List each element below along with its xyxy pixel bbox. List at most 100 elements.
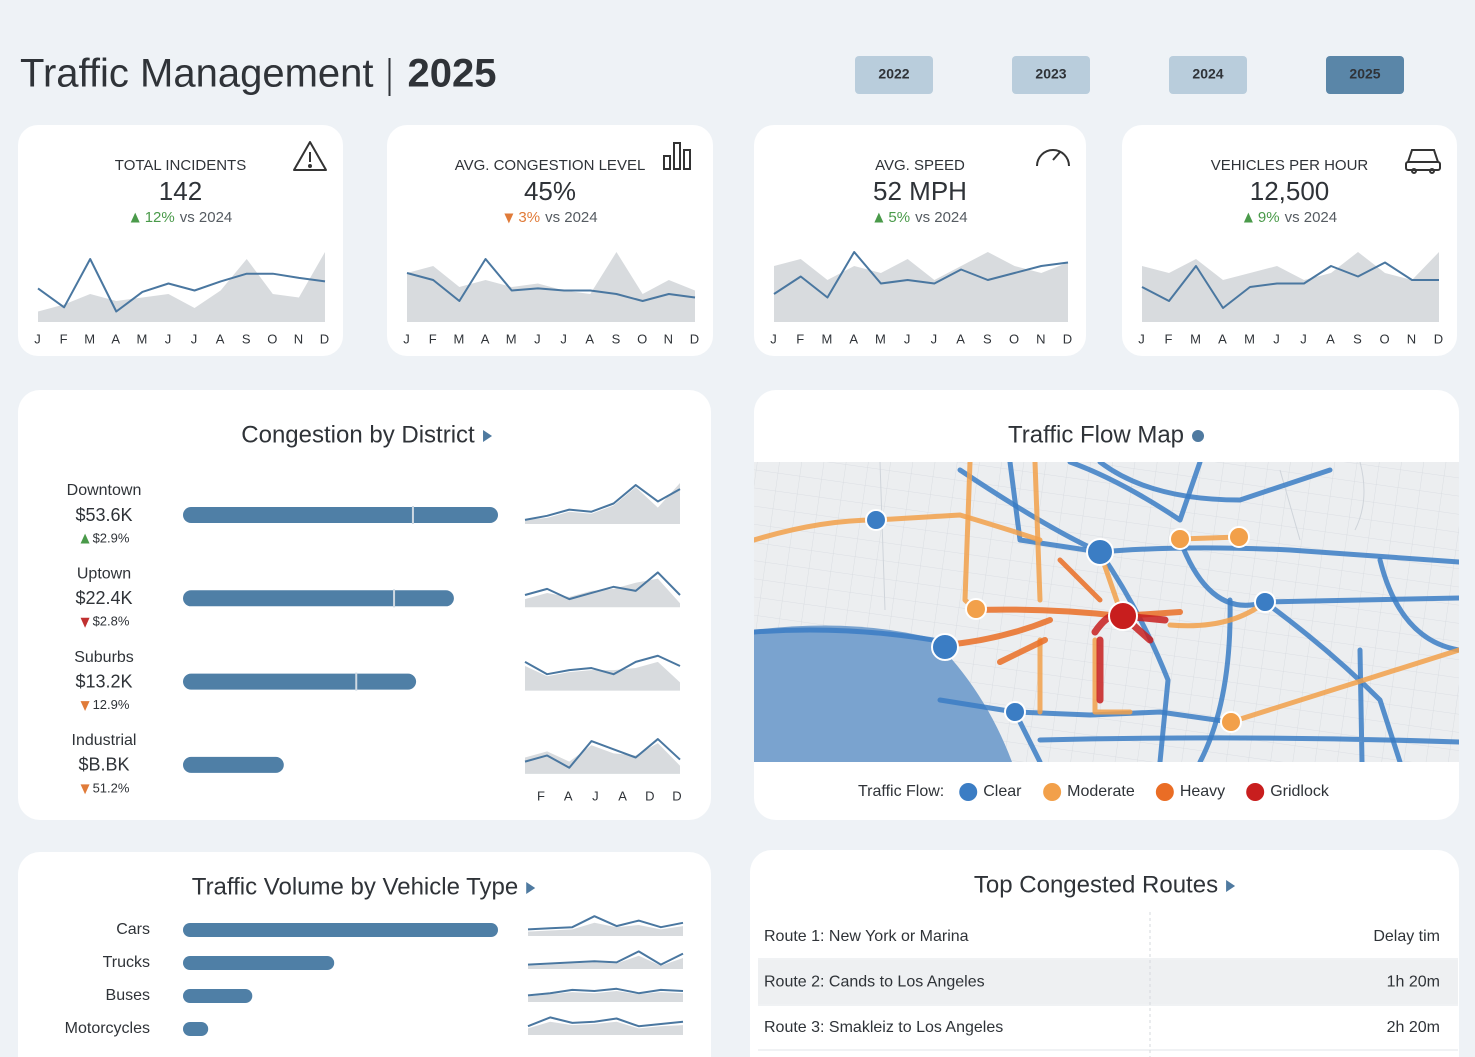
change-comparison: vs 2024 — [915, 209, 968, 226]
district-bar — [183, 590, 454, 607]
year-button[interactable]: 2024 — [1169, 56, 1247, 94]
page-title: Traffic Management — [20, 52, 374, 96]
sparkline-area — [525, 743, 680, 774]
spark-axis-label: D — [672, 788, 681, 803]
legend-label: Traffic Flow: — [858, 783, 944, 800]
change-arrow — [80, 533, 90, 544]
month-label: M — [822, 331, 834, 346]
page-year: 2025 — [408, 52, 497, 96]
panel-title: Congestion by District — [241, 421, 475, 448]
map-marker — [931, 633, 959, 661]
title-marker — [1226, 880, 1236, 892]
month-label: D — [1063, 331, 1073, 346]
vehicle-card — [18, 852, 711, 1057]
sparkline-line — [524, 654, 681, 676]
district-name: Uptown — [77, 566, 131, 583]
month-label: J — [1300, 331, 1308, 346]
change-value: 9% — [1258, 209, 1280, 226]
month-label: J — [1273, 331, 1281, 346]
district-value: $22.4K — [75, 588, 132, 608]
month-label: F — [1165, 331, 1174, 346]
month-label: O — [267, 331, 278, 346]
sparkline-area — [1142, 252, 1439, 322]
month-label: S — [242, 331, 252, 346]
panel-title: Traffic Flow Map — [1008, 421, 1184, 448]
month-label: M — [506, 331, 518, 346]
road — [1377, 557, 1459, 653]
change-value: 12% — [145, 209, 175, 226]
month-label: J — [403, 331, 411, 346]
legend-item: Gridlock — [1270, 783, 1330, 800]
sparkline-area — [407, 252, 695, 322]
route-delay: Delay tim — [1373, 928, 1440, 945]
month-label: J — [534, 331, 542, 346]
spark-axis-label: A — [564, 788, 573, 803]
change-comparison: vs 2024 — [1285, 209, 1338, 226]
district-change: 51.2% — [93, 780, 130, 795]
kpi-value: 12,500 — [1250, 176, 1330, 206]
district-value: $13.2K — [75, 671, 132, 691]
sparkline-line — [524, 484, 681, 521]
title-marker — [526, 882, 536, 894]
spark-axis-label: F — [537, 788, 545, 803]
spark-axis-label: A — [618, 788, 627, 803]
road — [1097, 462, 1333, 503]
year-button-bg — [1012, 56, 1090, 94]
change-arrow — [130, 212, 140, 223]
sparkline-area — [528, 991, 683, 1002]
change-arrow — [80, 617, 90, 628]
month-label: O — [637, 331, 648, 346]
road — [754, 627, 948, 645]
change-arrow — [1243, 212, 1253, 223]
vehicle-name: Cars — [116, 921, 150, 938]
year-button[interactable]: 2022 — [855, 56, 933, 94]
map-river — [879, 462, 1365, 611]
year-button-label: 2024 — [1192, 66, 1223, 82]
change-comparison: vs 2024 — [545, 209, 598, 226]
month-label: N — [664, 331, 674, 346]
sparkline-line — [406, 258, 696, 302]
district-change: 12.9% — [93, 697, 130, 712]
vehicle-bar — [183, 1022, 209, 1036]
year-button[interactable]: 2023 — [1012, 56, 1090, 94]
month-label: A — [585, 331, 595, 346]
month-label: F — [60, 331, 69, 346]
sparkline-area — [528, 1021, 683, 1035]
month-label: N — [1407, 331, 1417, 346]
district-value: $53.6K — [75, 505, 132, 525]
spark-axis-label: D — [645, 788, 654, 803]
month-label: D — [320, 331, 330, 346]
month-label: J — [931, 331, 939, 346]
legend-swatch — [959, 783, 978, 801]
year-button-bg — [1326, 56, 1404, 94]
kpi-label: VEHICLES PER HOUR — [1211, 157, 1369, 174]
route-row-shade — [758, 960, 1458, 1004]
district-change: $2.8% — [93, 614, 130, 629]
kpi-change: 3% vs 2024 — [518, 209, 597, 226]
month-label: S — [983, 331, 993, 346]
year-button[interactable]: 2025 — [1326, 56, 1404, 94]
change-arrow — [80, 701, 90, 711]
road — [1067, 462, 1203, 523]
kpi-change: 5% vs 2024 — [888, 209, 967, 226]
kpi-value: 45% — [524, 176, 576, 206]
route-delay: 1h 20m — [1387, 974, 1440, 991]
sparkline-line — [524, 738, 681, 769]
kpi-label: TOTAL INCIDENTS — [115, 157, 246, 174]
kpi-change: 12% vs 2024 — [145, 209, 233, 226]
sparkline-line — [527, 950, 684, 966]
road — [1032, 462, 1043, 603]
road — [1037, 647, 1459, 762]
month-label: A — [849, 331, 859, 346]
car-icon — [1405, 149, 1441, 174]
map-marker — [1228, 526, 1250, 548]
change-arrow — [874, 212, 884, 223]
vehicle-name: Motorcycles — [65, 1020, 150, 1037]
year-button-bg — [855, 56, 933, 94]
month-label: M — [1244, 331, 1256, 346]
vehicle-bar — [183, 923, 498, 937]
month-label: J — [34, 331, 42, 346]
route-name: Route 1: New York or Marina — [764, 928, 969, 945]
month-label: D — [690, 331, 700, 346]
